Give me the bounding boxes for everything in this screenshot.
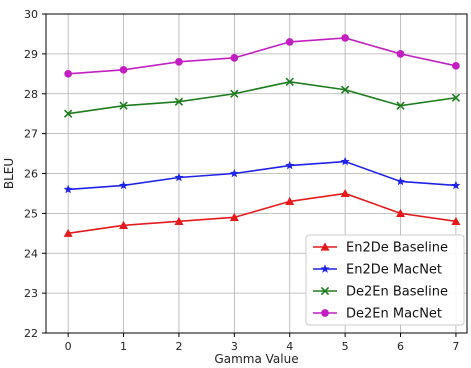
data-point xyxy=(119,101,128,110)
data-point xyxy=(396,50,405,58)
data-point xyxy=(285,196,295,206)
series-de2en-baseline xyxy=(63,77,461,118)
data-point xyxy=(63,228,73,237)
series-line xyxy=(68,192,457,235)
data-point xyxy=(452,62,460,70)
data-point xyxy=(119,220,129,229)
data-point xyxy=(119,180,129,190)
legend-label: En2De Baseline xyxy=(346,241,448,256)
legend-marker xyxy=(321,309,329,317)
data-point xyxy=(229,168,239,178)
legend-marker xyxy=(320,242,330,251)
y-tick-label: 24 xyxy=(24,247,38,260)
legend-item: De2En Baseline xyxy=(313,285,448,300)
data-point xyxy=(174,216,184,225)
x-tick-label: 3 xyxy=(231,340,238,353)
series-de2en-macnet xyxy=(64,34,460,78)
legend-label: En2De MacNet xyxy=(346,263,442,278)
data-point xyxy=(119,66,128,74)
y-tick-label: 29 xyxy=(24,48,38,61)
data-point xyxy=(174,97,184,106)
x-tick-label: 1 xyxy=(120,340,127,353)
data-point xyxy=(341,34,349,42)
legend-item: En2De MacNet xyxy=(313,263,442,278)
legend-item: En2De Baseline xyxy=(313,241,448,256)
data-point xyxy=(451,180,461,190)
y-tick-label: 25 xyxy=(24,207,38,220)
data-point xyxy=(229,212,239,221)
y-tick-label: 23 xyxy=(24,287,38,300)
y-tick-label: 27 xyxy=(24,128,38,141)
data-point xyxy=(451,216,461,225)
data-point xyxy=(451,93,461,102)
legend-marker xyxy=(320,286,330,296)
series-line xyxy=(68,160,456,191)
data-point xyxy=(285,38,294,46)
y-axis-title: BLEU xyxy=(2,158,16,189)
y-tick-label: 30 xyxy=(24,8,38,21)
data-point xyxy=(285,77,294,86)
data-point xyxy=(340,188,350,198)
data-point xyxy=(64,69,72,78)
x-tick-label: 5 xyxy=(342,340,349,353)
data-point xyxy=(340,85,350,94)
series-line xyxy=(68,80,457,115)
legend-box xyxy=(305,234,465,326)
series-en2de-macnet xyxy=(63,156,461,194)
x-tick-label: 0 xyxy=(65,340,72,353)
legend-label: De2En MacNet xyxy=(346,307,442,322)
data-point xyxy=(285,160,295,170)
data-point xyxy=(340,156,350,166)
x-tick-label: 2 xyxy=(175,340,182,353)
y-tick-label: 22 xyxy=(24,327,38,340)
data-point xyxy=(230,54,239,62)
x-tick-label: 7 xyxy=(452,340,459,353)
data-point xyxy=(174,172,184,182)
data-point xyxy=(396,208,406,217)
x-tick-label: 4 xyxy=(286,340,293,353)
data-point xyxy=(396,101,405,110)
y-tick-label: 26 xyxy=(24,168,38,181)
data-point xyxy=(63,109,73,118)
legend-label: De2En Baseline xyxy=(346,285,448,300)
data-point xyxy=(230,89,239,98)
x-axis-title: Gamma Value xyxy=(214,352,298,366)
series-line xyxy=(68,37,457,75)
y-tick-label: 28 xyxy=(24,88,38,101)
x-tick-label: 6 xyxy=(397,340,404,353)
legend: En2De Baseline En2De MacNet De2En Baseline… xyxy=(305,234,465,326)
legend-item: De2En MacNet xyxy=(313,307,442,322)
series-en2de-baseline xyxy=(63,188,461,237)
data-point xyxy=(63,184,73,194)
data-point xyxy=(175,58,183,66)
data-point xyxy=(396,176,406,186)
series-layer xyxy=(63,34,461,237)
legend-marker xyxy=(320,264,330,273)
